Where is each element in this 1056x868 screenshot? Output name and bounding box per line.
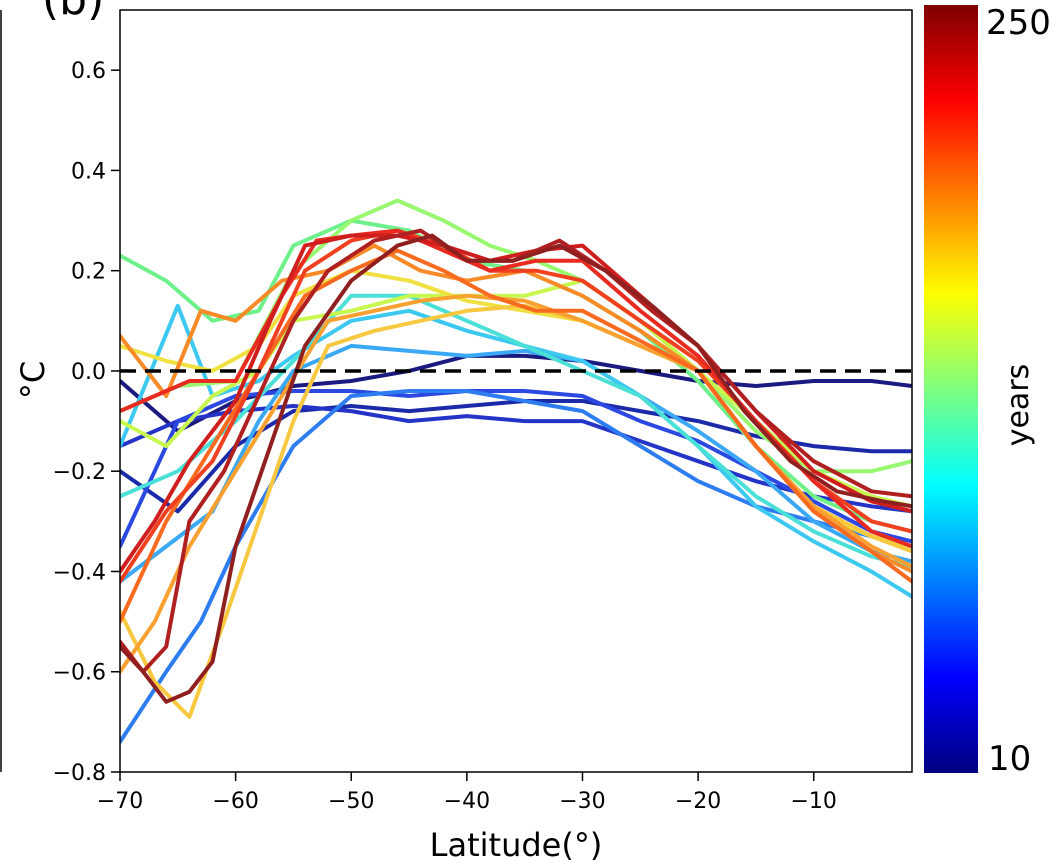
series-line-13 [120, 303, 912, 719]
colorbar [924, 5, 978, 773]
y-tick-label: −0.6 [53, 661, 106, 686]
colorbar-label: years [1001, 364, 1036, 447]
colorbar-max-label: 250 [986, 3, 1051, 43]
y-tick-label: 0.0 [71, 360, 106, 385]
x-tick-label: −60 [212, 789, 258, 814]
y-tick-label: 0.4 [71, 159, 106, 184]
series-line-10 [120, 198, 912, 474]
x-tick-label: −50 [328, 789, 374, 814]
x-tick-label: −70 [97, 789, 143, 814]
series-line-9 [120, 218, 912, 534]
y-tick-label: 0.6 [71, 59, 106, 84]
y-axis-label: °C [14, 361, 52, 399]
series-line-6 [120, 343, 912, 584]
x-tick-label: −20 [675, 789, 721, 814]
series-line-16 [120, 248, 912, 624]
y-tick-label: −0.2 [53, 460, 106, 485]
series-line-7 [120, 303, 912, 599]
panel-label: (b) [42, 0, 104, 25]
series-layer [120, 198, 912, 744]
x-tick-label: −10 [791, 789, 837, 814]
x-tick-label: −40 [444, 789, 490, 814]
series-line-21 [120, 233, 912, 704]
y-axis: −0.8 −0.6 −0.4 −0.2 0.0 0.2 0.4 0.6 [53, 59, 120, 786]
plot-frame [119, 9, 913, 773]
y-tick-label: 0.2 [71, 260, 106, 285]
x-tick-label: −30 [559, 789, 605, 814]
x-axis: −70 −60 −50 −40 −30 −20 −10 [97, 772, 837, 814]
series-line-8 [120, 293, 912, 569]
x-axis-label: Latitude(°) [430, 826, 603, 864]
y-tick-label: −0.8 [53, 761, 106, 786]
y-tick-label: −0.4 [53, 560, 106, 585]
colorbar-min-label: 10 [988, 739, 1031, 779]
